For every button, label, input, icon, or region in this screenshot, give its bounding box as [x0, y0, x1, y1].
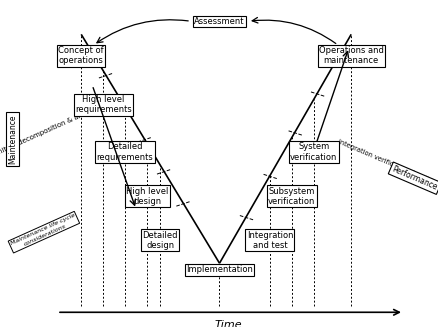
Text: Assessment: Assessment	[194, 17, 244, 26]
Text: Definition decomposition & allocation: Definition decomposition & allocation	[0, 101, 107, 161]
Text: Integration verification & validation: Integration verification & validation	[336, 139, 438, 191]
Text: High level
requirements: High level requirements	[74, 95, 131, 114]
Text: Maintenance: Maintenance	[8, 114, 17, 164]
Text: Detailed
requirements: Detailed requirements	[96, 142, 153, 162]
Text: Integration
and test: Integration and test	[246, 231, 293, 250]
Text: Performance: Performance	[390, 164, 438, 192]
Text: Subsystem
verification: Subsystem verification	[268, 186, 315, 206]
Text: Time: Time	[214, 320, 241, 327]
Text: Concept of
operations: Concept of operations	[58, 46, 104, 65]
Text: High level
design: High level design	[126, 186, 168, 206]
Text: Detailed
design: Detailed design	[142, 231, 177, 250]
Text: Operations and
maintenance: Operations and maintenance	[318, 46, 383, 65]
Text: System
verification: System verification	[290, 142, 337, 162]
Text: Maintenance life cycle
considerations: Maintenance life cycle considerations	[10, 213, 78, 251]
Text: Implementation: Implementation	[186, 265, 252, 274]
